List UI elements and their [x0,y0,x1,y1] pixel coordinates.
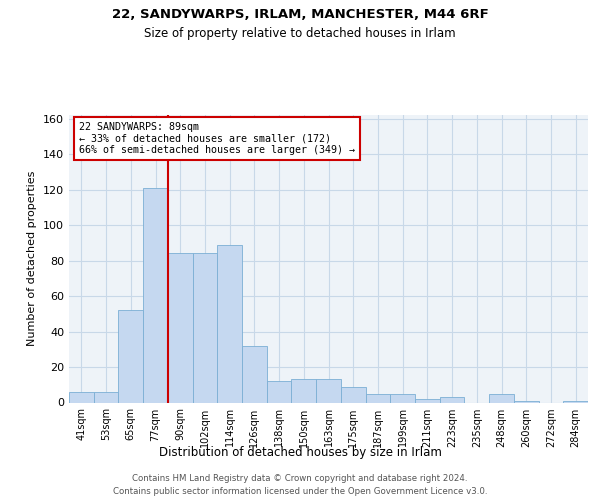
Bar [143,188,168,402]
Bar [242,346,267,403]
Bar [415,399,440,402]
Bar [316,380,341,402]
Bar [563,400,588,402]
Bar [292,380,316,402]
Text: 22 SANDYWARPS: 89sqm
← 33% of detached houses are smaller (172)
66% of semi-deta: 22 SANDYWARPS: 89sqm ← 33% of detached h… [79,122,355,156]
Y-axis label: Number of detached properties: Number of detached properties [28,171,37,346]
Bar [514,400,539,402]
Text: Distribution of detached houses by size in Irlam: Distribution of detached houses by size … [158,446,442,459]
Bar [94,392,118,402]
Text: Contains public sector information licensed under the Open Government Licence v3: Contains public sector information licen… [113,488,487,496]
Bar [118,310,143,402]
Text: Contains HM Land Registry data © Crown copyright and database right 2024.: Contains HM Land Registry data © Crown c… [132,474,468,483]
Bar [440,397,464,402]
Bar [168,254,193,402]
Text: Size of property relative to detached houses in Irlam: Size of property relative to detached ho… [144,28,456,40]
Bar [267,381,292,402]
Bar [365,394,390,402]
Text: 22, SANDYWARPS, IRLAM, MANCHESTER, M44 6RF: 22, SANDYWARPS, IRLAM, MANCHESTER, M44 6… [112,8,488,20]
Bar [217,244,242,402]
Bar [69,392,94,402]
Bar [341,386,365,402]
Bar [390,394,415,402]
Bar [193,254,217,402]
Bar [489,394,514,402]
